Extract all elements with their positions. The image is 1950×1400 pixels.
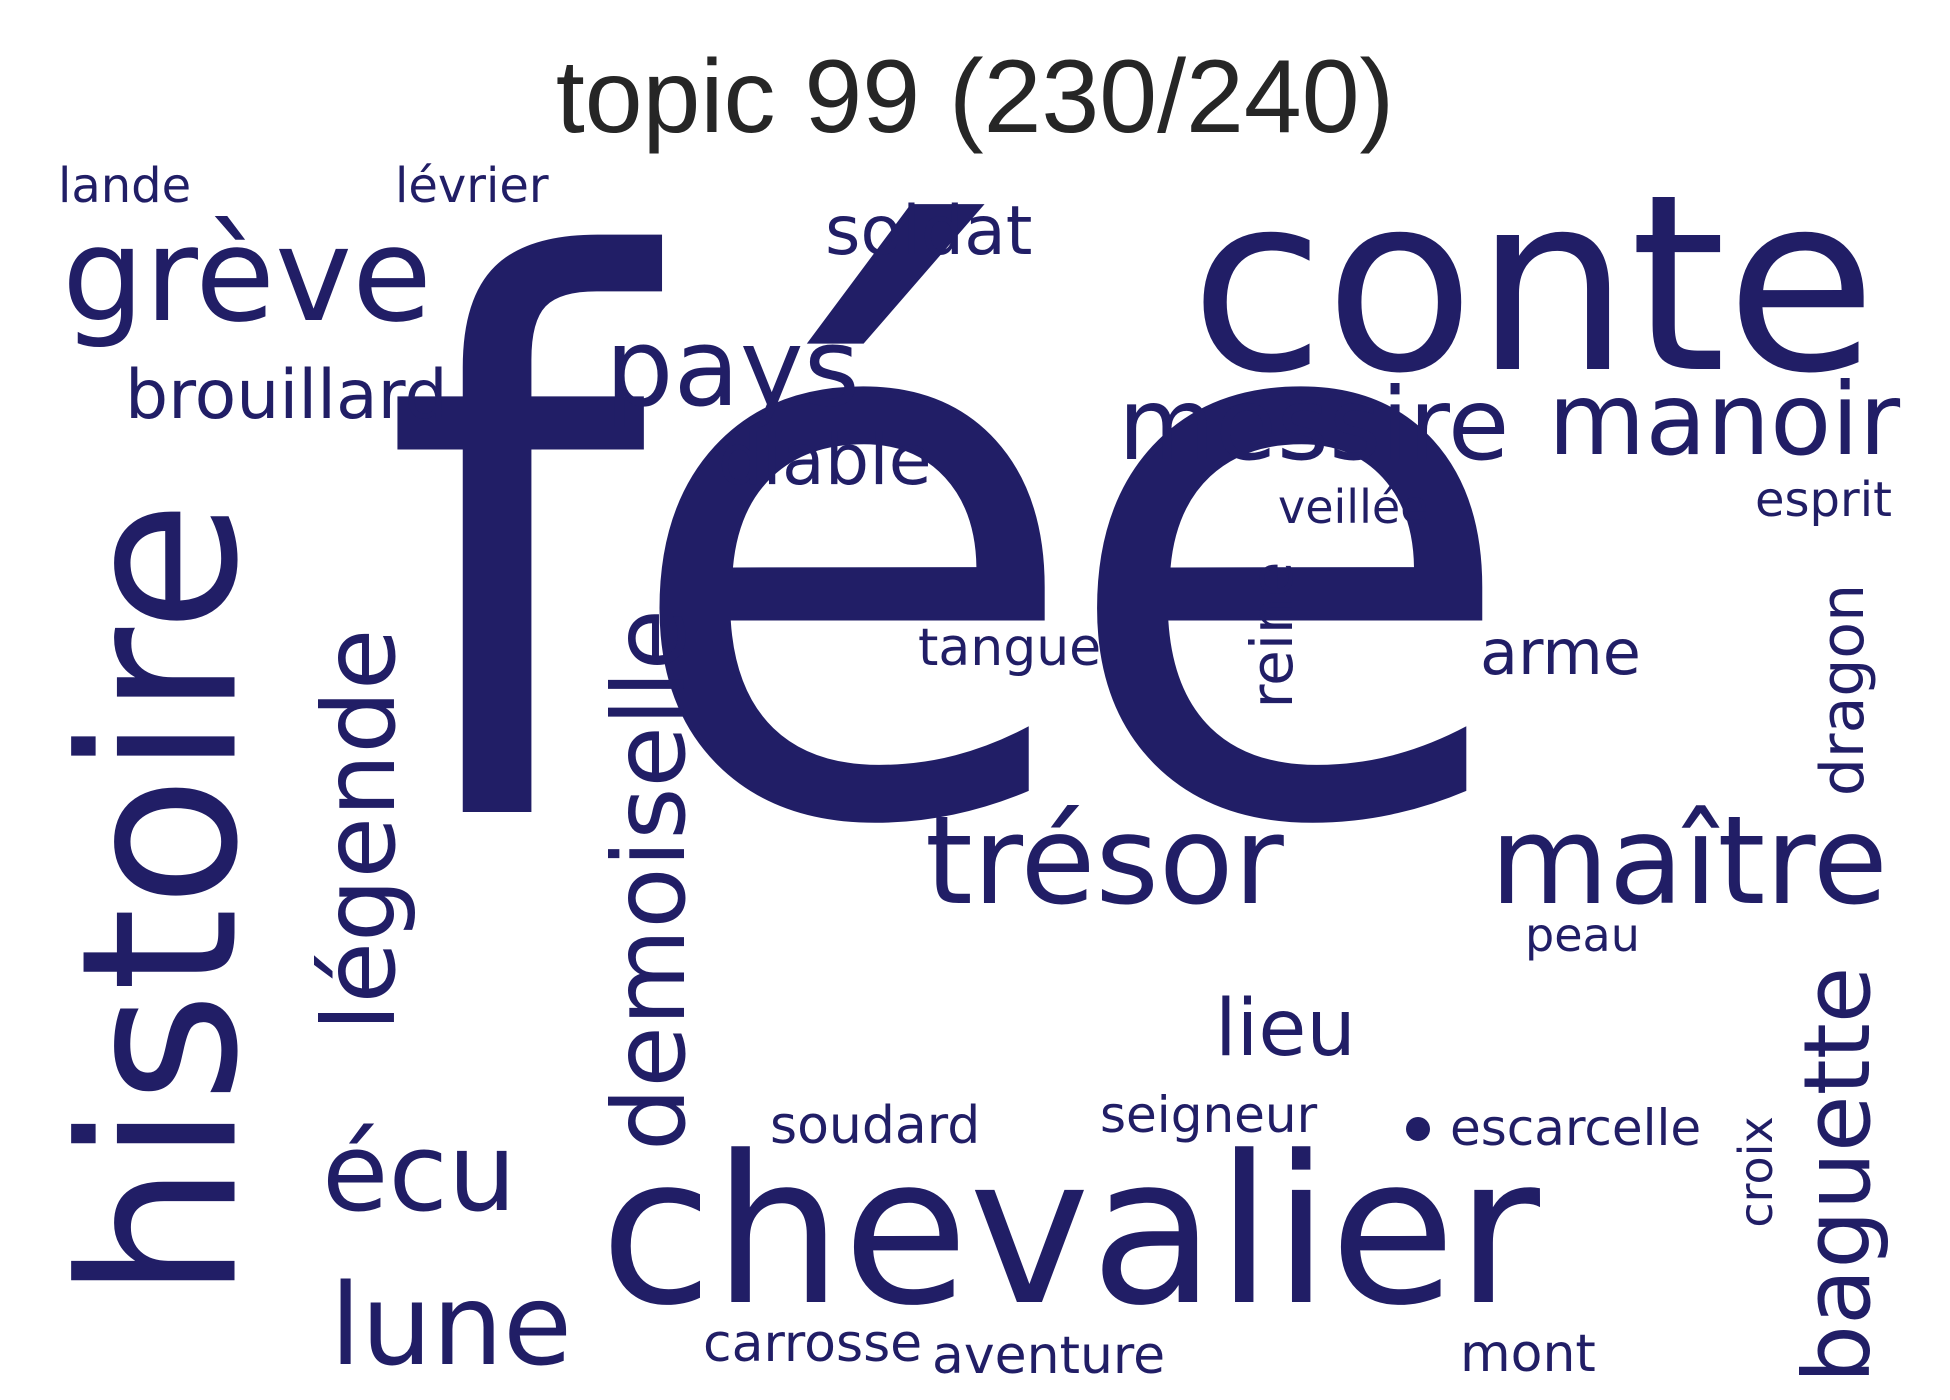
word-esprit: esprit bbox=[1755, 472, 1892, 528]
word-histoire: histoire bbox=[34, 500, 286, 1300]
word-greve: grève bbox=[62, 199, 433, 351]
decorative-dot bbox=[1406, 1117, 1430, 1141]
word-mont: mont bbox=[1460, 1324, 1596, 1384]
word-legende: légende bbox=[301, 628, 418, 1032]
word-escarcelle: escarcelle bbox=[1450, 1099, 1702, 1157]
word-aventure: aventure bbox=[932, 1326, 1166, 1386]
word-brouillard: brouillard bbox=[125, 356, 448, 435]
word-lande: lande bbox=[58, 158, 192, 214]
word-soldat: soldat bbox=[825, 192, 1033, 271]
word-ecu: écu bbox=[322, 1111, 517, 1236]
word-arme: arme bbox=[1480, 616, 1641, 689]
word-tangue: tangue bbox=[918, 618, 1102, 678]
word-baguette: baguette bbox=[1784, 966, 1891, 1384]
word-chevalier: chevalier bbox=[600, 1113, 1541, 1351]
word-pays: pays bbox=[605, 306, 860, 431]
word-carrosse: carrosse bbox=[703, 1314, 923, 1374]
word-soudard: soudard bbox=[770, 1096, 981, 1156]
word-lune: lune bbox=[330, 1261, 572, 1391]
word-diable: diable bbox=[718, 419, 932, 501]
chart-title: topic 99 (230/240) bbox=[555, 39, 1395, 155]
word-fee: fée bbox=[380, 108, 1523, 992]
word-croix: croix bbox=[1729, 1116, 1783, 1228]
word-levrier: lévrier bbox=[395, 158, 549, 214]
word-lieu: lieu bbox=[1215, 984, 1356, 1074]
word-conte: conte bbox=[1190, 142, 1877, 427]
word-demoiselle: demoiselle bbox=[591, 608, 708, 1152]
word-tresor: trésor bbox=[925, 790, 1284, 932]
word-peau: peau bbox=[1525, 908, 1640, 962]
word-maitre: maître bbox=[1490, 790, 1888, 932]
word-dragon: dragon bbox=[1808, 583, 1878, 797]
word-seigneur: seigneur bbox=[1100, 1086, 1318, 1144]
word-messire: messire bbox=[1118, 366, 1510, 483]
word-manoir: manoir bbox=[1548, 361, 1901, 478]
word-reine: reine bbox=[1238, 561, 1306, 709]
word-veillee: veillée bbox=[1278, 480, 1429, 534]
